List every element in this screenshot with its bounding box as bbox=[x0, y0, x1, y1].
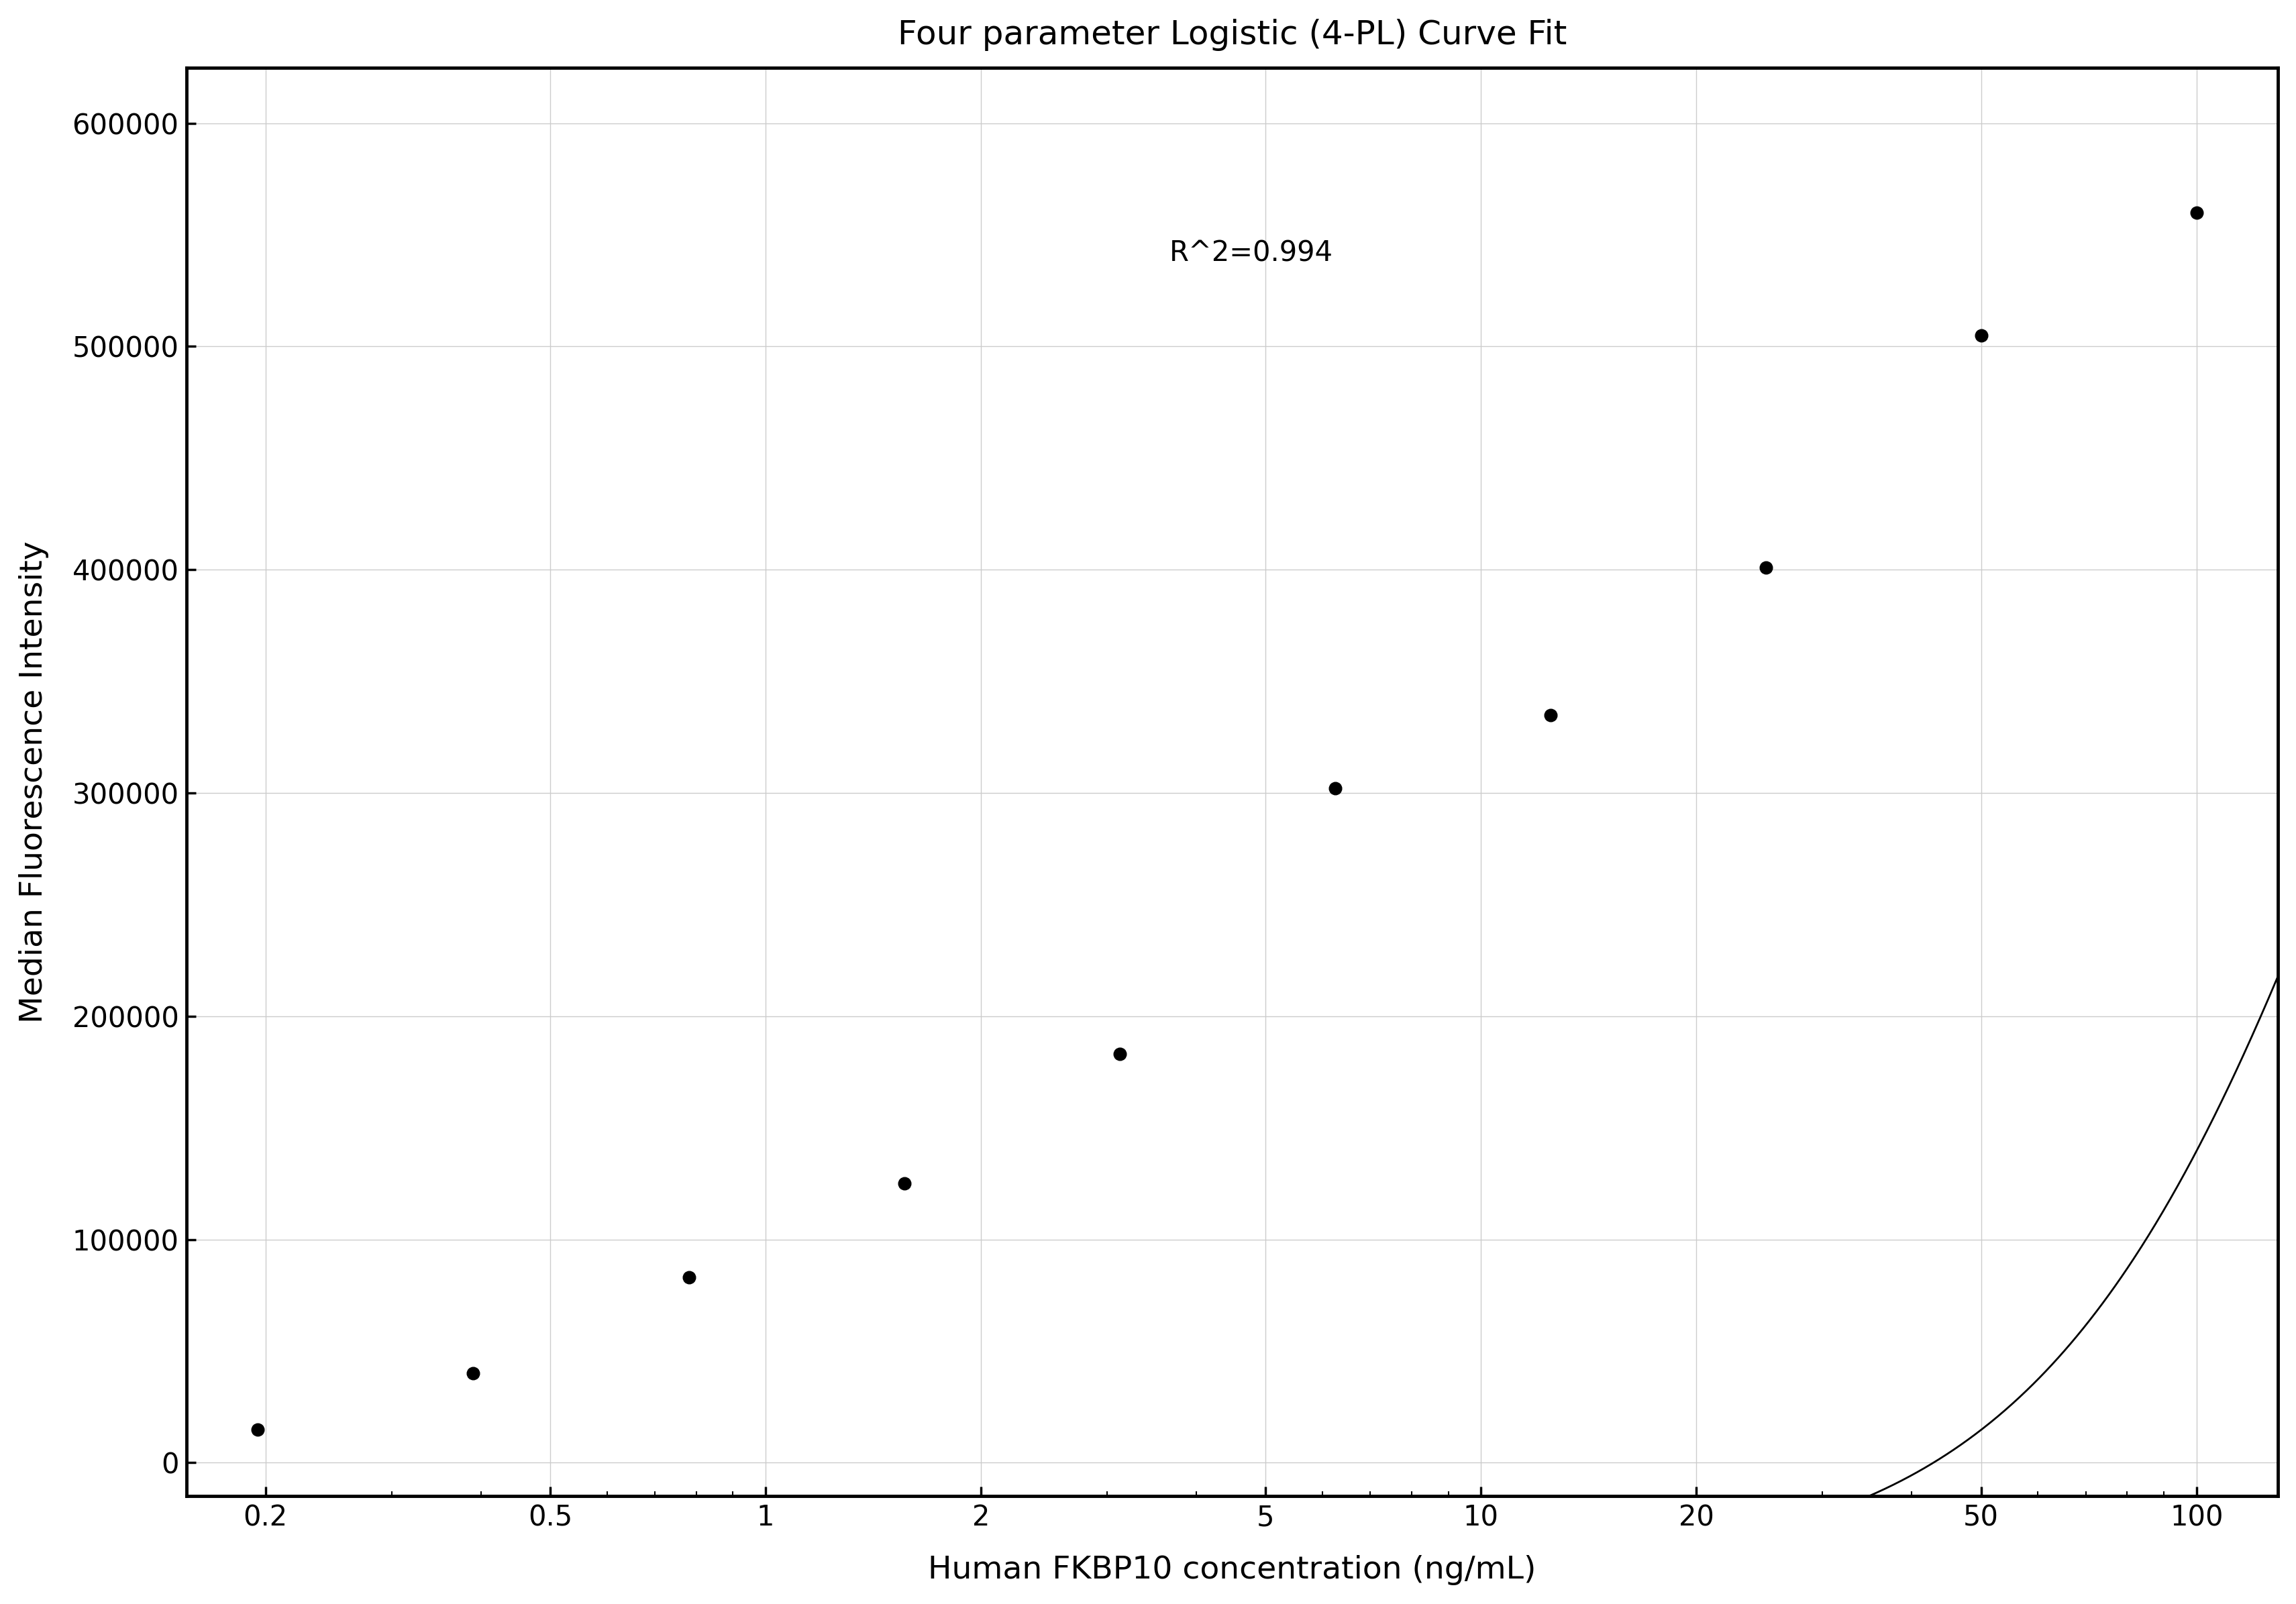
Point bbox=[886, 1171, 923, 1197]
Point bbox=[1963, 322, 2000, 348]
Point bbox=[1531, 703, 1568, 728]
Point bbox=[1747, 555, 1784, 581]
Point bbox=[1102, 1041, 1139, 1067]
Point bbox=[239, 1416, 276, 1442]
X-axis label: Human FKBP10 concentration (ng/mL): Human FKBP10 concentration (ng/mL) bbox=[928, 1556, 1536, 1585]
Point bbox=[455, 1360, 491, 1386]
Y-axis label: Median Fluorescence Intensity: Median Fluorescence Intensity bbox=[18, 541, 48, 1023]
Title: Four parameter Logistic (4-PL) Curve Fit: Four parameter Logistic (4-PL) Curve Fit bbox=[898, 19, 1566, 51]
Point bbox=[2177, 200, 2213, 226]
Point bbox=[670, 1264, 707, 1290]
Point bbox=[1316, 776, 1352, 802]
Text: R^2=0.994: R^2=0.994 bbox=[1169, 239, 1332, 266]
